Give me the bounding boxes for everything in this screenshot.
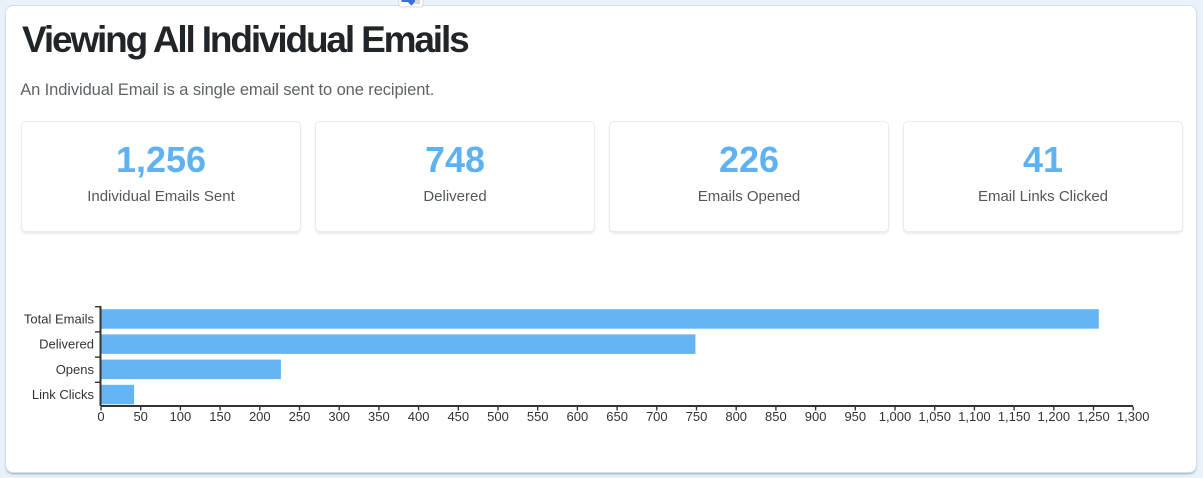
svg-text:100: 100 bbox=[170, 409, 192, 424]
svg-text:950: 950 bbox=[844, 409, 866, 424]
svg-text:550: 550 bbox=[527, 409, 549, 424]
svg-text:Link Clicks: Link Clicks bbox=[32, 387, 95, 402]
svg-text:350: 350 bbox=[368, 409, 390, 424]
svg-text:400: 400 bbox=[408, 409, 430, 424]
svg-text:1,100: 1,100 bbox=[958, 409, 991, 424]
svg-text:450: 450 bbox=[447, 409, 469, 424]
svg-text:1,050: 1,050 bbox=[918, 409, 951, 424]
svg-text:300: 300 bbox=[328, 409, 350, 424]
svg-text:1,150: 1,150 bbox=[998, 409, 1031, 424]
svg-text:0: 0 bbox=[97, 409, 104, 424]
svg-text:50: 50 bbox=[133, 409, 147, 424]
svg-text:650: 650 bbox=[606, 409, 628, 424]
svg-text:700: 700 bbox=[646, 409, 668, 424]
svg-text:850: 850 bbox=[765, 409, 787, 424]
svg-text:800: 800 bbox=[725, 409, 747, 424]
svg-text:250: 250 bbox=[289, 409, 311, 424]
svg-text:Delivered: Delivered bbox=[39, 337, 94, 352]
svg-text:900: 900 bbox=[805, 409, 827, 424]
svg-text:Total Emails: Total Emails bbox=[24, 312, 95, 327]
svg-text:1,300: 1,300 bbox=[1117, 409, 1150, 424]
svg-text:1,200: 1,200 bbox=[1038, 409, 1071, 424]
svg-text:500: 500 bbox=[487, 409, 509, 424]
svg-text:150: 150 bbox=[209, 409, 231, 424]
svg-text:750: 750 bbox=[686, 409, 708, 424]
svg-text:600: 600 bbox=[567, 409, 589, 424]
svg-text:1,250: 1,250 bbox=[1077, 409, 1110, 424]
svg-text:200: 200 bbox=[249, 409, 271, 424]
svg-text:1,000: 1,000 bbox=[879, 409, 912, 424]
svg-text:Opens: Opens bbox=[56, 362, 95, 377]
